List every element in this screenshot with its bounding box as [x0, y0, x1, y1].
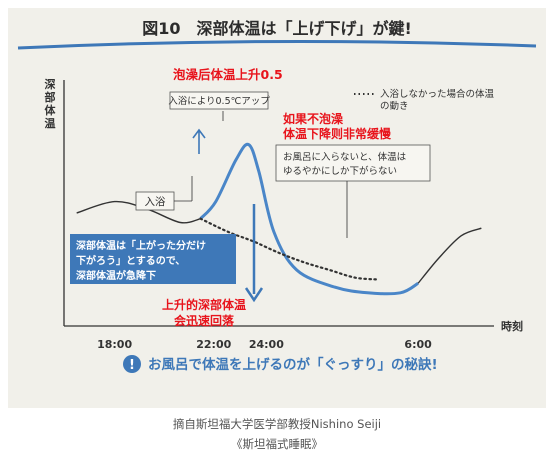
caption: 摘自斯坦福大学医学部教授Nishino Seiji 《斯坦福式睡眠》 [0, 414, 554, 454]
x-tick-labels: 18:00 22:00 24:00 6:00 [97, 338, 432, 351]
series-morning-line [417, 227, 482, 284]
y-label-char: 部 [45, 90, 56, 104]
chart: 図10 深部体温は「上げ下げ」が鍵! 深 部 体 温 時刻 18:00 22:00… [17, 19, 537, 373]
x-tick-label: 18:00 [97, 338, 132, 351]
x-axis-label: 時刻 [501, 319, 523, 333]
zh-no-bath-annotation-2: 体温下降则非常缓慢 [283, 126, 392, 141]
rise-up-arrow-icon [192, 128, 206, 154]
zh-drop-annotation-2: 会迅速回落 [174, 313, 235, 328]
x-tick-label: 24:00 [249, 338, 284, 351]
no-bath-note-2: ゆるやかにしか下がらない [283, 165, 397, 177]
y-label-char: 深 [45, 77, 56, 91]
caption-line-1: 摘自斯坦福大学医学部教授Nishino Seiji [172, 417, 382, 431]
drop-note-2: 下がろう」とするので、 [76, 254, 185, 267]
drop-note-3: 深部体温が急降下 [76, 269, 156, 282]
zh-no-bath-annotation-1: 如果不泡澡 [283, 111, 344, 126]
no-bath-note-box [275, 144, 431, 182]
bath-label: 入浴 [145, 196, 166, 208]
no-bath-legend-1: 入浴しなかった場合の体温 [380, 88, 495, 100]
zh-rise-annotation: 泡澡后体温上升0.5 [173, 67, 283, 82]
title-rule [17, 39, 537, 50]
y-label-char: 体 [45, 103, 57, 117]
bath-rise-note-box [169, 91, 269, 110]
x-tick-label: 22:00 [196, 338, 231, 351]
drop-note-1: 深部体温は「上がった分だけ [76, 239, 206, 252]
series-bath-line [199, 142, 419, 296]
x-tick-label: 6:00 [404, 338, 432, 351]
exclamation-icon [123, 355, 141, 373]
caption-line-2: 《斯坦福式睡眠》 [231, 437, 323, 451]
no-bath-note-1: お風呂に入らないと、体温は [283, 151, 407, 163]
series-no-bath-line [199, 217, 379, 281]
figure-photo: 図10 深部体温は「上げ下げ」が鍵! 深 部 体 温 時刻 18:00 22:00… [8, 8, 546, 408]
drop-note-box [70, 234, 236, 284]
drop-down-arrow-head [244, 287, 264, 303]
footer-text: お風呂で体温を上げるのが「ぐっすり」の秘訣! [148, 356, 438, 373]
no-bath-legend-2: の動き [380, 101, 409, 112]
y-label-char: 温 [45, 116, 56, 130]
zh-drop-annotation-1: 上升的深部体温 [162, 297, 246, 312]
exclamation-icon-glyph: ! [129, 358, 135, 373]
figure-title: 図10 深部体温は「上げ下げ」が鍵! [142, 19, 412, 38]
y-axis-label: 深 部 体 温 [45, 77, 57, 130]
bath-rise-note: 入浴により0.5℃アップ [168, 96, 270, 107]
